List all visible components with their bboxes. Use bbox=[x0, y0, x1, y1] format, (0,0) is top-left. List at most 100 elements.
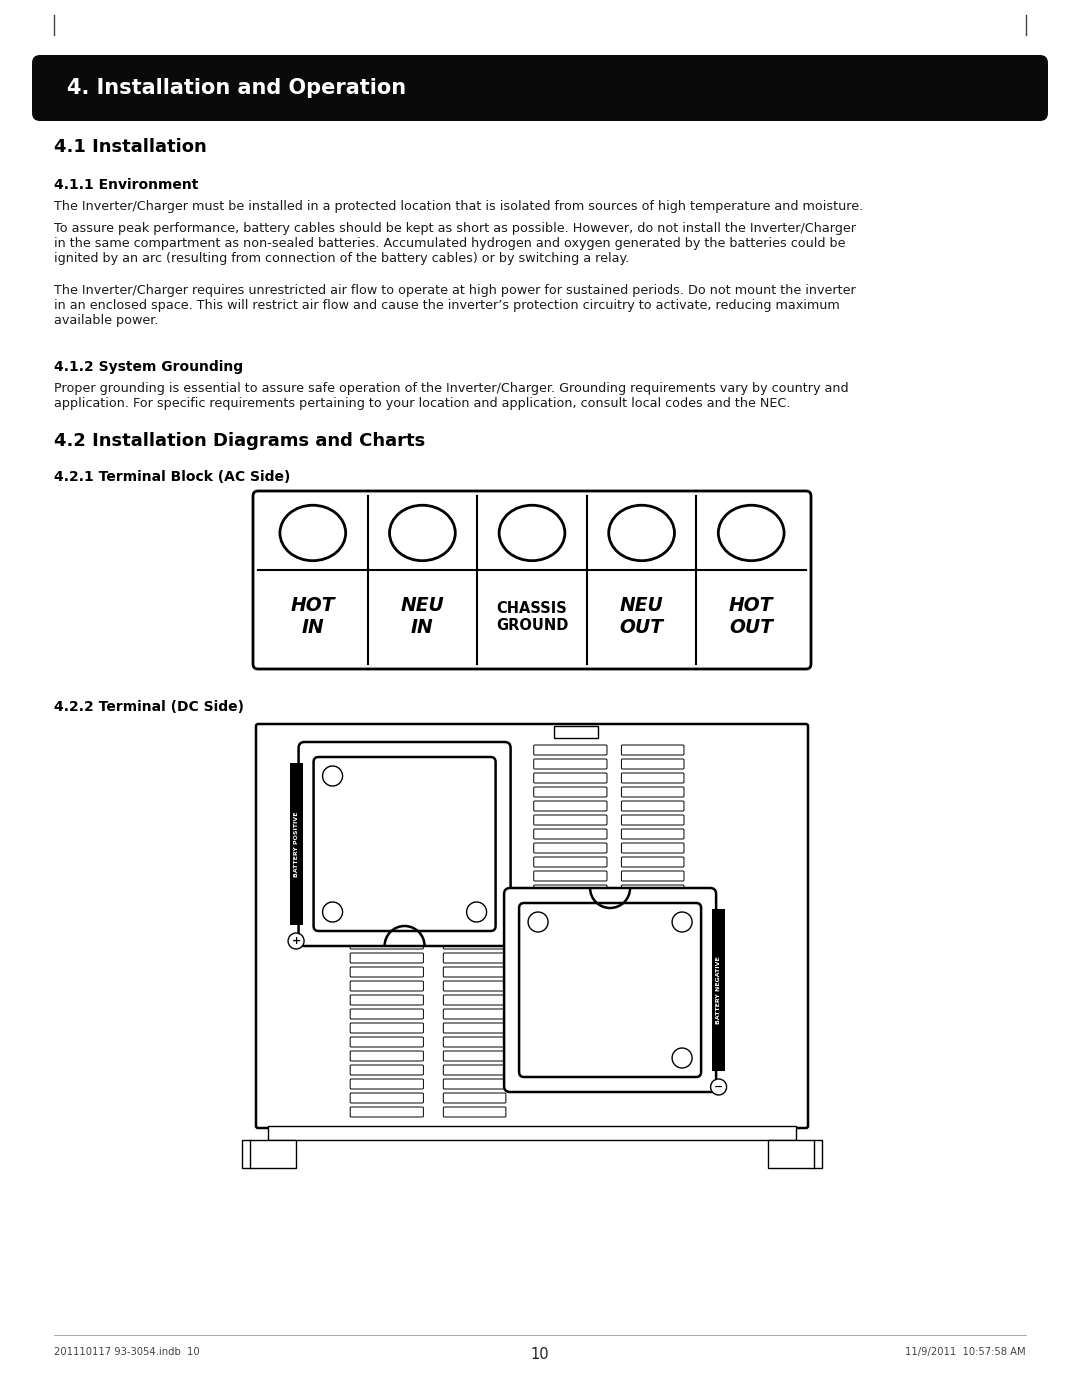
FancyBboxPatch shape bbox=[621, 913, 684, 923]
Text: The Inverter/Charger requires unrestricted air flow to operate at high power for: The Inverter/Charger requires unrestrict… bbox=[54, 284, 855, 326]
Text: 4.1 Installation: 4.1 Installation bbox=[54, 138, 206, 156]
FancyBboxPatch shape bbox=[534, 1011, 607, 1020]
FancyBboxPatch shape bbox=[534, 885, 607, 895]
Text: CHASSIS
GROUND: CHASSIS GROUND bbox=[496, 600, 568, 633]
FancyBboxPatch shape bbox=[621, 872, 684, 881]
Ellipse shape bbox=[288, 934, 305, 949]
FancyBboxPatch shape bbox=[350, 1107, 423, 1117]
FancyBboxPatch shape bbox=[534, 745, 607, 755]
FancyBboxPatch shape bbox=[350, 967, 423, 978]
FancyBboxPatch shape bbox=[350, 953, 423, 963]
FancyBboxPatch shape bbox=[534, 759, 607, 768]
FancyBboxPatch shape bbox=[443, 953, 505, 963]
Text: −: − bbox=[714, 1082, 724, 1092]
FancyBboxPatch shape bbox=[350, 939, 423, 949]
Ellipse shape bbox=[711, 1080, 727, 1095]
Ellipse shape bbox=[467, 902, 487, 923]
FancyBboxPatch shape bbox=[534, 1024, 607, 1036]
Text: HOT
IN: HOT IN bbox=[291, 596, 335, 638]
FancyBboxPatch shape bbox=[621, 983, 684, 993]
FancyBboxPatch shape bbox=[350, 1023, 423, 1033]
Text: 10: 10 bbox=[530, 1347, 550, 1362]
Ellipse shape bbox=[280, 505, 346, 560]
FancyBboxPatch shape bbox=[443, 1107, 505, 1117]
Ellipse shape bbox=[718, 505, 784, 560]
FancyBboxPatch shape bbox=[621, 829, 684, 839]
Ellipse shape bbox=[390, 505, 456, 560]
Text: +: + bbox=[292, 936, 300, 946]
FancyBboxPatch shape bbox=[534, 788, 607, 797]
Bar bbox=[268, 1126, 796, 1140]
FancyBboxPatch shape bbox=[350, 980, 423, 991]
FancyBboxPatch shape bbox=[443, 939, 505, 949]
FancyBboxPatch shape bbox=[443, 1037, 505, 1047]
FancyBboxPatch shape bbox=[534, 956, 607, 965]
FancyBboxPatch shape bbox=[443, 1023, 505, 1033]
FancyBboxPatch shape bbox=[621, 1011, 684, 1020]
Ellipse shape bbox=[672, 912, 692, 932]
FancyBboxPatch shape bbox=[534, 899, 607, 909]
Text: BATTERY POSITIVE: BATTERY POSITIVE bbox=[294, 811, 298, 877]
FancyBboxPatch shape bbox=[534, 815, 607, 825]
FancyBboxPatch shape bbox=[534, 1040, 607, 1049]
Text: To assure peak performance, battery cables should be kept as short as possible. : To assure peak performance, battery cabl… bbox=[54, 222, 856, 264]
Text: The Inverter/Charger must be installed in a protected location that is isolated : The Inverter/Charger must be installed i… bbox=[54, 200, 863, 213]
FancyBboxPatch shape bbox=[621, 969, 684, 979]
FancyBboxPatch shape bbox=[443, 967, 505, 978]
Text: 11/9/2011  10:57:58 AM: 11/9/2011 10:57:58 AM bbox=[905, 1347, 1026, 1356]
FancyBboxPatch shape bbox=[621, 956, 684, 965]
FancyBboxPatch shape bbox=[253, 492, 811, 669]
FancyBboxPatch shape bbox=[621, 885, 684, 895]
FancyBboxPatch shape bbox=[534, 940, 607, 952]
FancyBboxPatch shape bbox=[534, 983, 607, 993]
FancyBboxPatch shape bbox=[534, 913, 607, 923]
FancyBboxPatch shape bbox=[519, 903, 701, 1077]
FancyBboxPatch shape bbox=[350, 1051, 423, 1062]
FancyBboxPatch shape bbox=[443, 1009, 505, 1019]
FancyBboxPatch shape bbox=[504, 888, 716, 1092]
FancyBboxPatch shape bbox=[443, 996, 505, 1005]
FancyBboxPatch shape bbox=[443, 1064, 505, 1075]
Text: 201110117 93-3054.indb  10: 201110117 93-3054.indb 10 bbox=[54, 1347, 200, 1356]
Ellipse shape bbox=[609, 505, 675, 560]
FancyBboxPatch shape bbox=[621, 772, 684, 784]
Bar bbox=[554, 726, 598, 738]
FancyBboxPatch shape bbox=[621, 1024, 684, 1036]
FancyBboxPatch shape bbox=[621, 899, 684, 909]
Ellipse shape bbox=[323, 766, 342, 786]
FancyBboxPatch shape bbox=[350, 1009, 423, 1019]
FancyBboxPatch shape bbox=[534, 843, 607, 852]
FancyBboxPatch shape bbox=[32, 55, 1048, 121]
Text: 4. Installation and Operation: 4. Installation and Operation bbox=[67, 78, 406, 98]
Bar bbox=[289, 763, 302, 925]
Text: 4.1.1 Environment: 4.1.1 Environment bbox=[54, 178, 199, 191]
FancyBboxPatch shape bbox=[443, 1093, 505, 1103]
Ellipse shape bbox=[672, 1048, 692, 1069]
FancyBboxPatch shape bbox=[350, 1093, 423, 1103]
FancyBboxPatch shape bbox=[534, 772, 607, 784]
FancyBboxPatch shape bbox=[350, 1037, 423, 1047]
FancyBboxPatch shape bbox=[298, 742, 511, 946]
Text: NEU
IN: NEU IN bbox=[401, 596, 444, 638]
FancyBboxPatch shape bbox=[534, 872, 607, 881]
FancyBboxPatch shape bbox=[534, 997, 607, 1007]
FancyBboxPatch shape bbox=[350, 1080, 423, 1089]
FancyBboxPatch shape bbox=[350, 1064, 423, 1075]
Ellipse shape bbox=[323, 902, 342, 923]
FancyBboxPatch shape bbox=[443, 980, 505, 991]
FancyBboxPatch shape bbox=[621, 788, 684, 797]
FancyBboxPatch shape bbox=[621, 759, 684, 768]
FancyBboxPatch shape bbox=[621, 927, 684, 936]
FancyBboxPatch shape bbox=[534, 969, 607, 979]
Text: Proper grounding is essential to assure safe operation of the Inverter/Charger. : Proper grounding is essential to assure … bbox=[54, 381, 849, 410]
FancyBboxPatch shape bbox=[313, 757, 496, 931]
Ellipse shape bbox=[499, 505, 565, 560]
Bar bbox=[242, 1140, 296, 1168]
FancyBboxPatch shape bbox=[443, 1080, 505, 1089]
FancyBboxPatch shape bbox=[443, 925, 505, 935]
Text: NEU
OUT: NEU OUT bbox=[620, 596, 663, 638]
Text: 4.2.1 Terminal Block (AC Side): 4.2.1 Terminal Block (AC Side) bbox=[54, 470, 291, 483]
FancyBboxPatch shape bbox=[621, 745, 684, 755]
FancyBboxPatch shape bbox=[621, 815, 684, 825]
FancyBboxPatch shape bbox=[534, 856, 607, 868]
